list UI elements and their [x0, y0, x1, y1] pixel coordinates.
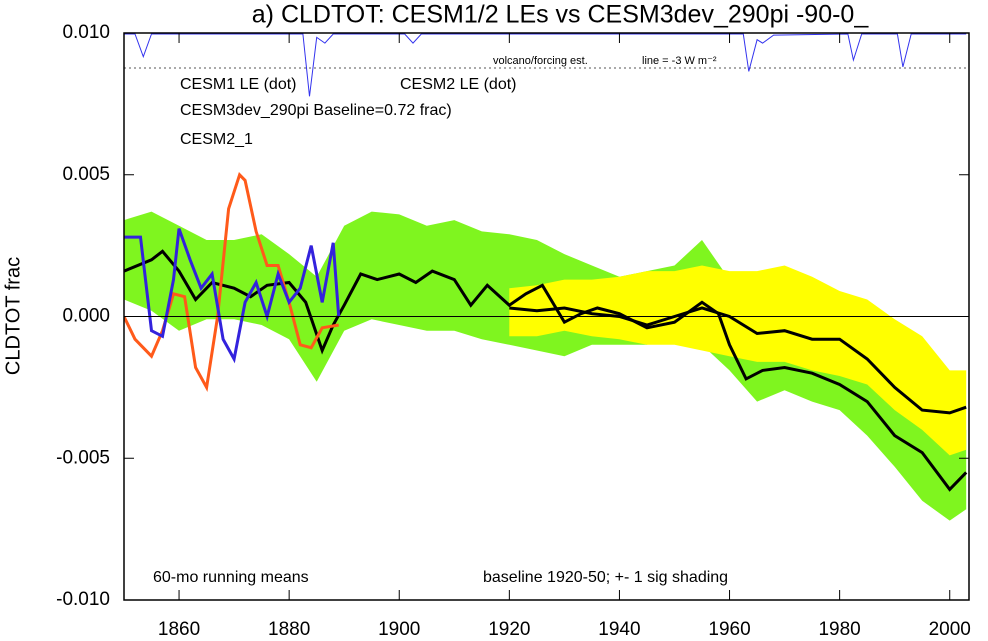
x-tick-label: 1940 [598, 619, 640, 640]
x-tick-label: 2000 [929, 619, 971, 640]
x-tick-label: 1860 [158, 619, 200, 640]
band [509, 265, 967, 456]
forcing-label: volcano/forcing est. [493, 55, 588, 67]
plot-area [124, 171, 968, 521]
y-tick-label: 0.005 [62, 164, 110, 185]
x-tick-label: 1980 [818, 619, 860, 640]
x-tick-label: 1960 [708, 619, 750, 640]
legend-entry: CESM2_1 [180, 131, 253, 148]
forcing-line-label: line = -3 W m⁻² [642, 55, 717, 67]
mean-line [124, 249, 968, 492]
annotation: baseline 1920-50; +- 1 sig shading [483, 569, 728, 586]
x-tick-label: 1900 [378, 619, 420, 640]
y-tick-label: -0.005 [56, 447, 110, 468]
forcing-line [124, 33, 967, 97]
chart-title: a) CLDTOT: CESM1/2 LEs vs CESM3dev_290pi… [252, 1, 870, 29]
legend-entry: CESM3dev_290pi Baseline=0.72 frac) [180, 102, 452, 119]
legend-entry: CESM2 LE (dot) [400, 76, 516, 93]
legend-entry: CESM1 LE (dot) [180, 76, 296, 93]
y-axis-label: CLDTOT frac [2, 257, 24, 375]
x-tick-label: 1920 [488, 619, 530, 640]
annotation: 60-mo running means [153, 569, 309, 586]
y-tick-label: 0.000 [62, 306, 110, 327]
x-tick-label: 1880 [268, 619, 310, 640]
line [124, 228, 341, 364]
y-tick-label: -0.010 [56, 589, 110, 610]
y-tick-label: 0.010 [62, 22, 110, 43]
